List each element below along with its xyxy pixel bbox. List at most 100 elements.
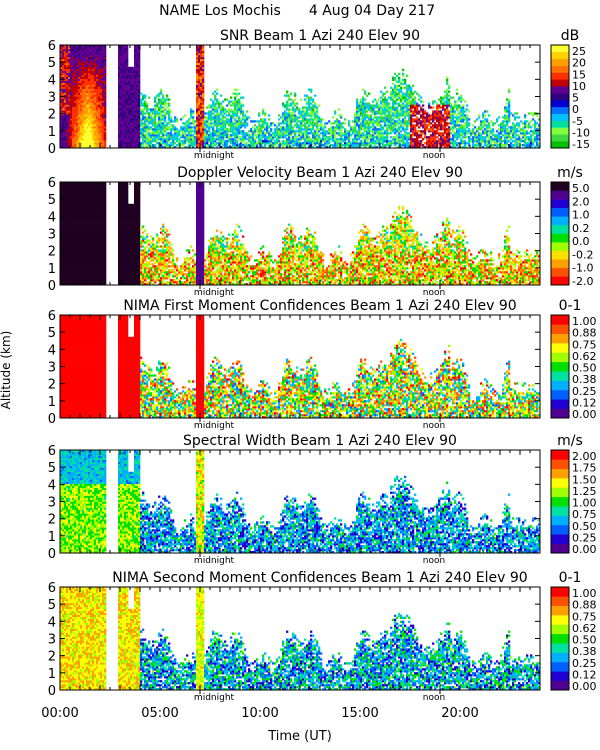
heatmap-cell	[468, 142, 471, 145]
heatmap-cell	[290, 142, 293, 145]
heatmap-cell	[436, 130, 439, 133]
heatmap-cell	[374, 142, 377, 145]
heatmap-cell	[232, 128, 235, 131]
heatmap-cell	[232, 142, 235, 145]
heatmap-cell	[412, 130, 415, 133]
heatmap-cell	[138, 120, 141, 123]
heatmap-cell	[384, 144, 387, 147]
heatmap-cell	[316, 114, 319, 117]
heatmap-cell	[410, 130, 413, 133]
heatmap-cell	[404, 136, 407, 139]
heatmap-cell	[76, 136, 79, 139]
heatmap-cell	[240, 140, 243, 143]
heatmap-cell	[278, 114, 281, 117]
heatmap-cell	[492, 128, 495, 131]
heatmap-cell	[340, 130, 343, 133]
heatmap-cell	[124, 68, 127, 72]
heatmap-cell	[64, 120, 67, 123]
heatmap-cell	[460, 112, 463, 115]
heatmap-cell	[94, 120, 97, 123]
heatmap-cell	[202, 92, 205, 95]
heatmap-cell	[66, 108, 69, 111]
heatmap-cell	[96, 70, 99, 74]
heatmap-cell	[462, 134, 465, 137]
heatmap-cell	[162, 102, 165, 105]
heatmap-cell	[196, 80, 199, 83]
heatmap-cell	[408, 116, 411, 119]
heatmap-cell	[470, 138, 473, 141]
heatmap-cell	[98, 114, 101, 117]
heatmap-cell	[332, 132, 335, 135]
heatmap-cell	[196, 90, 199, 93]
heatmap-cell	[390, 118, 393, 121]
heatmap-cell	[238, 130, 241, 133]
heatmap-cell	[196, 78, 199, 81]
heatmap-cell	[434, 144, 437, 147]
heatmap-cell	[88, 54, 91, 58]
heatmap-cell	[314, 140, 317, 143]
heatmap-cell	[120, 72, 123, 76]
heatmap-cell	[104, 130, 107, 133]
heatmap-cell	[224, 134, 227, 137]
heatmap-cell	[150, 142, 153, 145]
heatmap-cell	[202, 48, 205, 52]
heatmap-cell	[472, 130, 475, 133]
heatmap-cell	[472, 140, 475, 143]
heatmap-cell	[460, 100, 463, 103]
heatmap-cell	[350, 128, 353, 131]
heatmap-cell	[288, 122, 291, 125]
heatmap-cell	[202, 66, 205, 70]
heatmap-cell	[208, 112, 211, 115]
heatmap-cell	[206, 146, 209, 149]
heatmap-cell	[126, 54, 129, 58]
heatmap-cell	[168, 110, 171, 113]
heatmap-cell	[72, 64, 75, 68]
heatmap-cell	[404, 92, 407, 95]
heatmap-cell	[294, 116, 297, 119]
heatmap-cell	[436, 132, 439, 135]
heatmap-cell	[310, 110, 313, 113]
heatmap-cell	[202, 74, 205, 77]
heatmap-cell	[372, 100, 375, 103]
heatmap-cell	[68, 122, 71, 125]
heatmap-cell	[414, 132, 417, 135]
heatmap-cell	[266, 122, 269, 125]
heatmap-cell	[376, 120, 379, 123]
heatmap-cell	[72, 86, 75, 89]
heatmap-cell	[98, 74, 101, 77]
heatmap-cell	[234, 128, 237, 131]
heatmap-cell	[154, 124, 157, 127]
heatmap-cell	[440, 140, 443, 143]
heatmap-cell	[90, 84, 93, 87]
heatmap-cell	[362, 134, 365, 137]
heatmap-cell	[150, 114, 153, 117]
heatmap-cell	[190, 128, 193, 131]
heatmap-cell	[302, 128, 305, 131]
heatmap-cell	[352, 146, 355, 149]
heatmap-cell	[82, 134, 85, 137]
heatmap-cell	[252, 130, 255, 133]
heatmap-cell	[86, 74, 89, 77]
heatmap-cell	[234, 120, 237, 123]
heatmap-cell	[270, 136, 273, 139]
heatmap-cell	[70, 46, 73, 50]
heatmap-cell	[78, 54, 81, 58]
heatmap-cell	[152, 130, 155, 133]
heatmap-cell	[496, 138, 499, 141]
heatmap-cell	[292, 100, 295, 103]
heatmap-cell	[404, 144, 407, 147]
heatmap-cell	[120, 82, 123, 85]
heatmap-cell	[318, 146, 321, 149]
heatmap-cell	[200, 102, 203, 105]
heatmap-cell	[94, 50, 97, 54]
heatmap-cell	[88, 108, 91, 111]
heatmap-cell	[426, 128, 429, 131]
heatmap-cell	[376, 116, 379, 119]
heatmap-cell	[278, 122, 281, 125]
heatmap-cell	[64, 102, 67, 105]
heatmap-cell	[86, 70, 89, 74]
heatmap-cell	[94, 138, 97, 141]
heatmap-cell	[348, 136, 351, 139]
heatmap-cell	[128, 120, 131, 123]
heatmap-cell	[300, 112, 303, 115]
